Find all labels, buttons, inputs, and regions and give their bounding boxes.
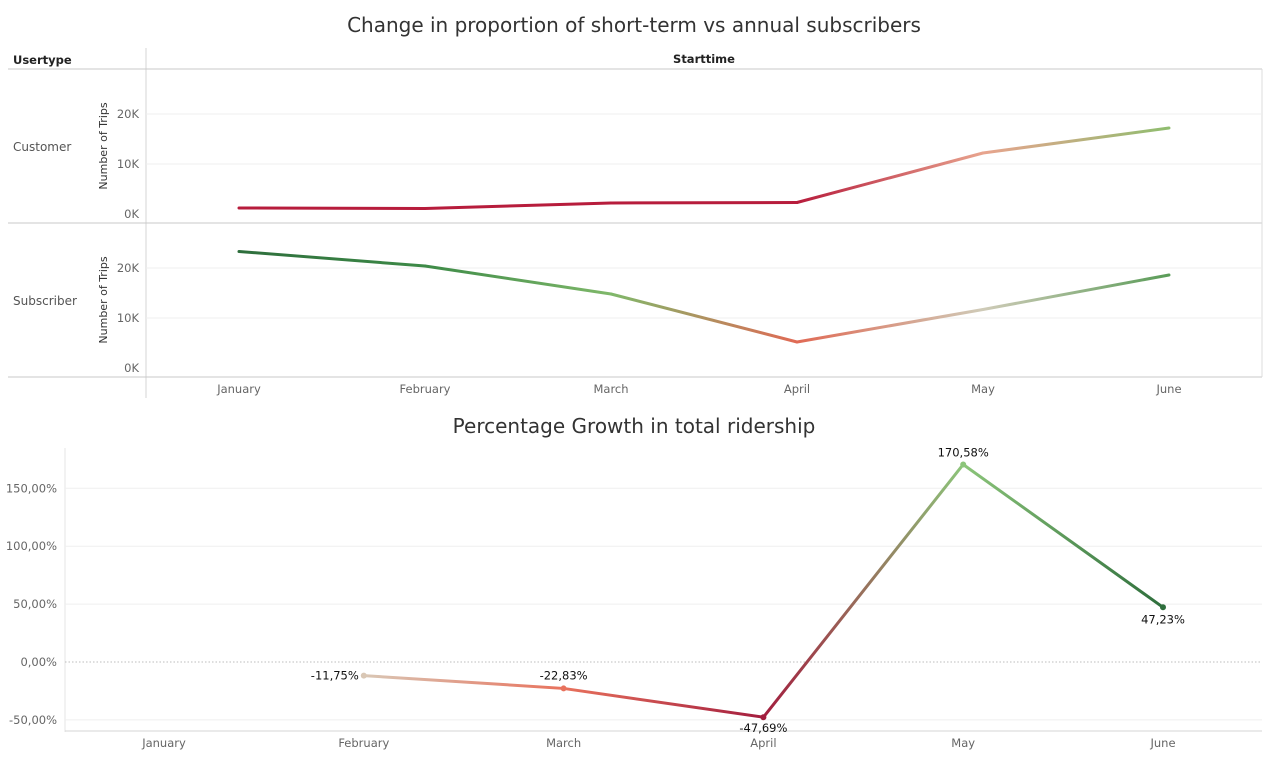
chart-2-gridlines bbox=[65, 487, 1262, 721]
x-tick-label: May bbox=[971, 382, 995, 396]
line-segment-customer bbox=[981, 126, 1171, 155]
data-point bbox=[360, 672, 367, 679]
y-tick-label: 20K bbox=[117, 261, 140, 275]
data-label: -11,75% bbox=[311, 669, 359, 683]
data-label: -22,83% bbox=[540, 668, 588, 682]
data-label: 47,23% bbox=[1141, 612, 1185, 626]
x-tick-label: January bbox=[216, 382, 261, 396]
data-point bbox=[760, 714, 767, 721]
growth-line-segment bbox=[562, 686, 765, 719]
chart-2-series-line bbox=[362, 462, 1165, 719]
x-tick-label: March bbox=[546, 736, 581, 750]
x-tick-label: April bbox=[784, 382, 810, 396]
line-segment-customer bbox=[237, 206, 427, 210]
x-tick-label: June bbox=[1149, 736, 1175, 750]
growth-line-segment bbox=[761, 462, 965, 719]
x-tick-label: February bbox=[400, 382, 451, 396]
y-tick-label: 100,00% bbox=[6, 539, 57, 553]
y-tick-label: 50,00% bbox=[13, 597, 57, 611]
chart-2-points bbox=[360, 461, 1166, 721]
chart-growth: Percentage Growth in total ridership -50… bbox=[6, 414, 1262, 750]
line-segment-subscriber bbox=[981, 273, 1171, 311]
x-tick-label: March bbox=[593, 382, 628, 396]
chart-2-x-ticks: January February March April May June bbox=[141, 736, 1175, 750]
data-label: -47,69% bbox=[739, 721, 787, 735]
chart-2-y-ticks: -50,00% 0,00% 50,00% 100,00% 150,00% bbox=[6, 481, 57, 727]
x-tick-label: April bbox=[750, 736, 776, 750]
y-tick-label: 150,00% bbox=[6, 481, 57, 495]
row-label-customer: Customer bbox=[13, 140, 71, 154]
line-segment-customer bbox=[423, 201, 613, 210]
x-tick-label: January bbox=[141, 736, 186, 750]
y-tick-label: 0,00% bbox=[20, 655, 57, 669]
data-point bbox=[960, 461, 967, 468]
growth-line-segment bbox=[362, 674, 566, 690]
chart-subscribers: Change in proportion of short-term vs an… bbox=[8, 13, 1263, 398]
y-axis-label-customer: Number of Trips bbox=[97, 102, 110, 189]
data-point bbox=[1160, 604, 1166, 611]
y-tick-label: 0K bbox=[124, 361, 139, 375]
y-tick-label: -50,00% bbox=[9, 713, 57, 727]
chart-2-title: Percentage Growth in total ridership bbox=[453, 414, 816, 438]
y-tick-label: 20K bbox=[117, 107, 140, 121]
x-tick-label: May bbox=[951, 736, 975, 750]
data-label: 170,58% bbox=[938, 445, 989, 459]
x-tick-label: June bbox=[1155, 382, 1181, 396]
chart-1-title: Change in proportion of short-term vs an… bbox=[347, 13, 921, 37]
line-segment-subscriber bbox=[795, 308, 985, 344]
line-segment-subscriber bbox=[237, 250, 427, 268]
y-axis-label-subscriber: Number of Trips bbox=[97, 256, 110, 343]
line-segment-subscriber bbox=[609, 292, 799, 344]
chart-1-series-lines bbox=[237, 126, 1171, 344]
chart-1-x-ticks: January February March April May June bbox=[216, 382, 1181, 396]
column-header: Starttime bbox=[673, 52, 735, 66]
chart-1-gridlines bbox=[146, 113, 1262, 319]
row-label-subscriber: Subscriber bbox=[13, 294, 77, 308]
line-segment-customer bbox=[795, 151, 985, 204]
growth-line-segment bbox=[961, 462, 1165, 609]
line-segment-subscriber bbox=[423, 264, 613, 296]
y-tick-label: 10K bbox=[117, 157, 140, 171]
data-point bbox=[560, 685, 567, 692]
y-tick-label: 0K bbox=[124, 207, 139, 221]
chart-1-y-ticks: 0K 10K 20K 0K 10K 20K bbox=[117, 107, 140, 375]
chart-2-data-labels: -11,75% -22,83% -47,69% 170,58% 47,23% bbox=[311, 445, 1185, 735]
y-tick-label: 10K bbox=[117, 311, 140, 325]
line-segment-customer bbox=[609, 201, 799, 205]
row-header: Usertype bbox=[13, 53, 72, 67]
x-tick-label: February bbox=[338, 736, 389, 750]
